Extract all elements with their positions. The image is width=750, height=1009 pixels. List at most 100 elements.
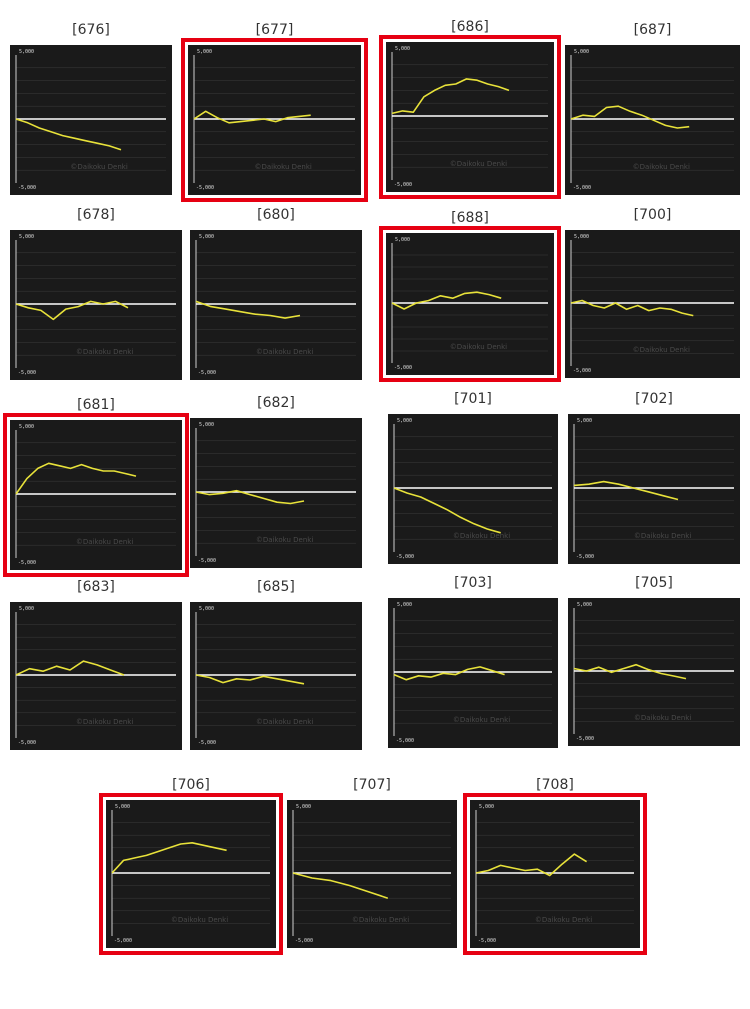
chart-title: [682] [257, 395, 295, 411]
watermark: ©Daikoku Denki [256, 718, 313, 726]
y-tick-label: 5,000 [19, 234, 34, 240]
chart-title: [680] [257, 207, 295, 223]
watermark: ©Daikoku Denki [453, 716, 510, 724]
highlighted-chart-panel: 5,000 -5,000 ©Daikoku Denki [99, 793, 283, 955]
chart-svg: 5,000 -5,000 ©Daikoku Denki [475, 804, 634, 944]
series-line [391, 78, 510, 115]
series-line [570, 105, 690, 129]
watermark: ©Daikoku Denki [76, 718, 133, 726]
y-tick-label: 5,000 [296, 804, 311, 810]
chart-svg: 5,000 -5,000 ©Daikoku Denki [15, 49, 166, 191]
chart-panel: 5,000 -5,000 ©Daikoku Denki [568, 414, 740, 564]
y-tick-label: -5,000 [396, 554, 414, 560]
y-tick-label: 5,000 [395, 46, 410, 52]
watermark: ©Daikoku Denki [254, 163, 311, 171]
y-tick-label: 5,000 [197, 49, 212, 55]
chart-panel: 5,000 -5,000 ©Daikoku Denki [388, 414, 558, 564]
chart-svg: 5,000 -5,000 ©Daikoku Denki [573, 418, 734, 560]
series-line [111, 842, 227, 874]
chart-panel: 5,000 -5,000 ©Daikoku Denki [10, 602, 182, 750]
y-tick-label: -5,000 [573, 185, 591, 191]
chart-svg: 5,000 -5,000 ©Daikoku Denki [193, 49, 355, 191]
y-tick-label: -5,000 [394, 365, 412, 371]
series-line [573, 663, 687, 680]
y-tick-label: 5,000 [115, 804, 130, 810]
highlighted-chart-panel: 5,000 -5,000 ©Daikoku Denki [3, 413, 189, 577]
y-tick-label: -5,000 [196, 185, 214, 191]
y-tick-label: 5,000 [199, 234, 214, 240]
y-tick-label: 5,000 [397, 602, 412, 608]
y-tick-label: 5,000 [395, 237, 410, 243]
chart-svg: 5,000 -5,000 ©Daikoku Denki [391, 46, 548, 188]
chart-title: [708] [536, 777, 574, 793]
watermark: ©Daikoku Denki [70, 163, 127, 171]
chart-svg: 5,000 -5,000 ©Daikoku Denki [195, 234, 356, 376]
series-line [15, 462, 137, 495]
chart-title: [700] [633, 207, 672, 223]
series-line [195, 674, 305, 685]
chart-panel: 5,000 -5,000 ©Daikoku Denki [10, 45, 172, 195]
chart-title: [688] [451, 210, 489, 226]
y-tick-label: -5,000 [576, 736, 594, 742]
y-tick-label: 5,000 [19, 424, 34, 430]
chart-panel: 5,000 -5,000 ©Daikoku Denki [565, 230, 740, 378]
chart-title: [707] [353, 777, 391, 793]
chart-panel: 5,000 -5,000 ©Daikoku Denki [568, 598, 740, 746]
chart-svg: 5,000 -5,000 ©Daikoku Denki [391, 237, 548, 371]
series-line [570, 299, 694, 317]
chart-svg: 5,000 -5,000 ©Daikoku Denki [573, 602, 734, 742]
highlighted-chart-panel: 5,000 -5,000 ©Daikoku Denki [181, 38, 368, 202]
chart-panel: 5,000 -5,000 ©Daikoku Denki [10, 230, 182, 380]
chart-title: [701] [454, 391, 492, 407]
watermark: ©Daikoku Denki [453, 532, 510, 540]
chart-title: [686] [451, 19, 489, 35]
y-tick-label: 5,000 [397, 418, 412, 424]
chart-svg: 5,000 -5,000 ©Daikoku Denki [393, 602, 552, 744]
watermark: ©Daikoku Denki [352, 916, 409, 924]
y-tick-label: -5,000 [18, 740, 36, 746]
y-tick-label: -5,000 [114, 938, 132, 944]
y-tick-label: 5,000 [199, 606, 214, 612]
y-tick-label: 5,000 [574, 49, 589, 55]
watermark: ©Daikoku Denki [76, 348, 133, 356]
watermark: ©Daikoku Denki [633, 346, 690, 354]
y-tick-label: -5,000 [18, 185, 36, 191]
chart-panel: 5,000 -5,000 ©Daikoku Denki [190, 230, 362, 380]
watermark: ©Daikoku Denki [634, 714, 691, 722]
watermark: ©Daikoku Denki [634, 532, 691, 540]
chart-svg: 5,000 -5,000 ©Daikoku Denki [570, 49, 734, 191]
chart-title: [703] [454, 575, 492, 591]
series-line [15, 300, 129, 321]
series-line [393, 666, 505, 681]
chart-panel: 5,000 -5,000 ©Daikoku Denki [287, 800, 457, 948]
series-line [391, 291, 502, 310]
y-tick-label: -5,000 [198, 370, 216, 376]
highlighted-chart-panel: 5,000 -5,000 ©Daikoku Denki [379, 226, 561, 382]
series-line [195, 489, 305, 505]
y-tick-label: -5,000 [576, 554, 594, 560]
y-tick-label: -5,000 [478, 938, 496, 944]
chart-svg: 5,000 -5,000 ©Daikoku Denki [15, 234, 176, 376]
y-tick-label: -5,000 [18, 560, 36, 566]
chart-svg: 5,000 -5,000 ©Daikoku Denki [570, 234, 734, 374]
y-tick-label: 5,000 [577, 418, 592, 424]
chart-svg: 5,000 -5,000 ©Daikoku Denki [393, 418, 552, 560]
series-line [475, 853, 588, 877]
watermark: ©Daikoku Denki [633, 163, 690, 171]
chart-panel: 5,000 -5,000 ©Daikoku Denki [190, 418, 362, 568]
chart-title: [702] [635, 391, 673, 407]
series-line [15, 118, 122, 151]
chart-svg: 5,000 -5,000 ©Daikoku Denki [292, 804, 451, 944]
chart-title: [683] [77, 579, 115, 595]
chart-title: [678] [77, 207, 115, 223]
chart-panel: 5,000 -5,000 ©Daikoku Denki [190, 602, 362, 750]
watermark: ©Daikoku Denki [535, 916, 592, 924]
watermark: ©Daikoku Denki [256, 536, 313, 544]
y-tick-label: 5,000 [19, 606, 34, 612]
chart-svg: 5,000 -5,000 ©Daikoku Denki [111, 804, 270, 944]
chart-title: [705] [635, 575, 673, 591]
chart-title: [676] [72, 22, 110, 38]
y-tick-label: 5,000 [577, 602, 592, 608]
y-tick-label: 5,000 [19, 49, 34, 55]
y-tick-label: -5,000 [198, 740, 216, 746]
